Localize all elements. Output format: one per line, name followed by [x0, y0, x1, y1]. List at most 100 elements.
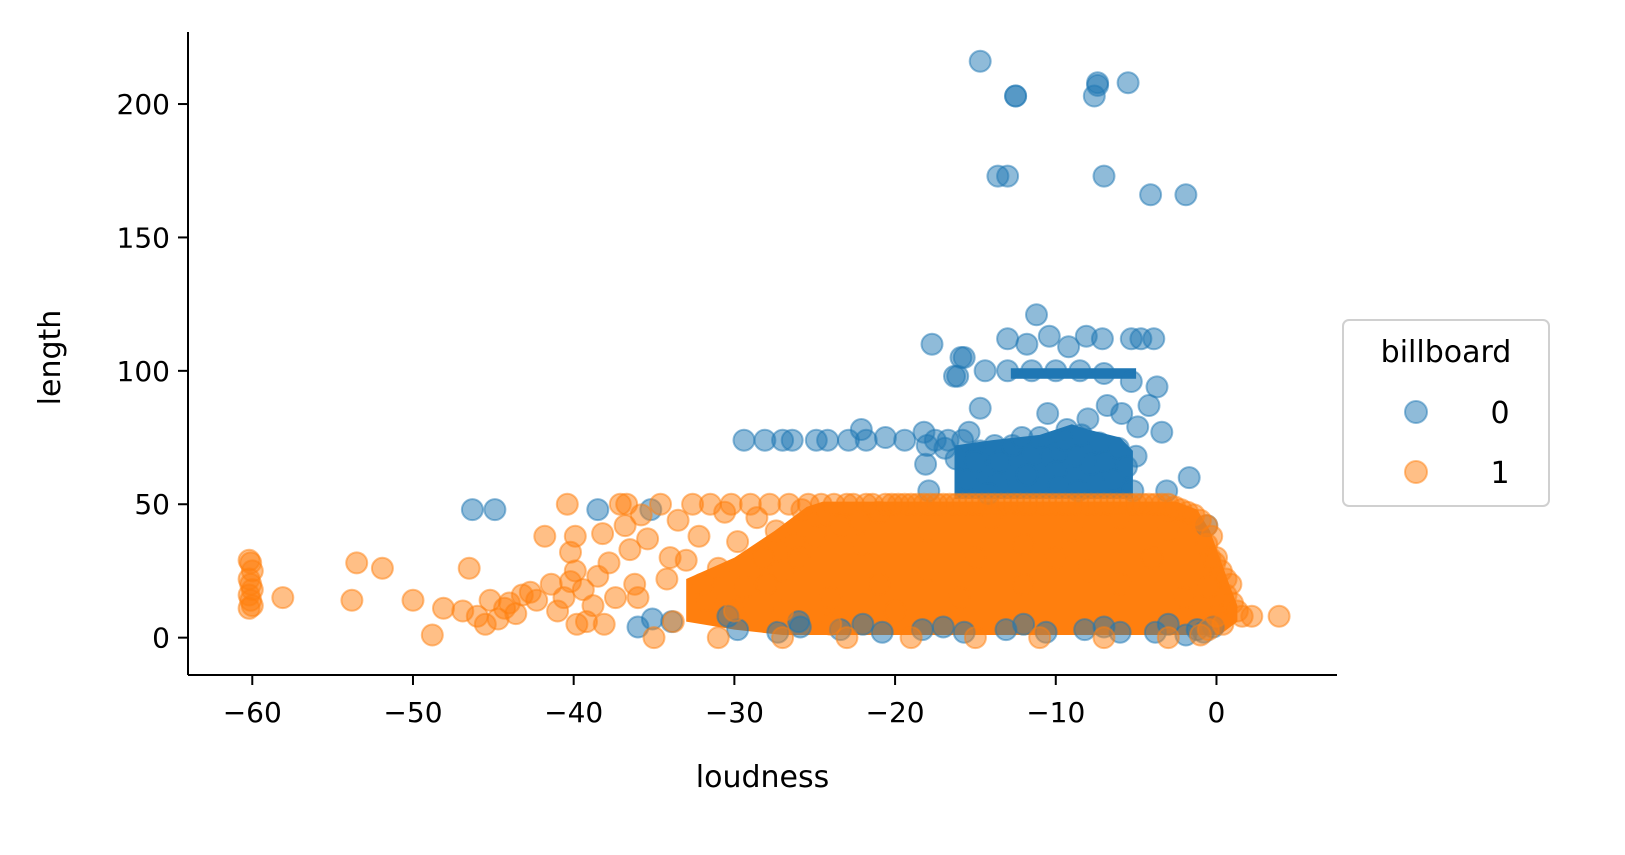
data-point	[835, 626, 859, 650]
data-point	[706, 626, 730, 650]
data-point	[915, 559, 939, 583]
data-point	[819, 586, 843, 610]
legend-items: 01	[1404, 396, 1510, 491]
data-point	[963, 626, 987, 650]
data-point	[1037, 324, 1061, 348]
data-point	[1015, 332, 1039, 356]
data-point	[1205, 546, 1228, 570]
data-point	[1086, 73, 1110, 97]
data-point	[771, 599, 795, 623]
legend-title: billboard	[1381, 335, 1512, 370]
data-point	[1267, 604, 1291, 628]
series-layer	[237, 49, 1291, 650]
data-point	[771, 626, 795, 650]
data-point	[525, 588, 549, 612]
data-point	[1137, 394, 1161, 417]
data-point	[1090, 327, 1114, 351]
data-point	[787, 546, 811, 570]
data-point	[780, 428, 804, 452]
data-point	[559, 540, 582, 564]
data-point	[1012, 612, 1036, 636]
series-0-points	[460, 49, 1225, 647]
data-point	[870, 620, 894, 644]
data-point	[1012, 572, 1036, 596]
data-point	[719, 492, 743, 516]
data-point	[914, 452, 938, 476]
data-point	[851, 612, 875, 636]
data-point	[968, 49, 992, 73]
data-point	[947, 586, 971, 610]
data-point	[963, 546, 987, 570]
data-point	[1177, 466, 1201, 490]
data-point	[1150, 420, 1174, 444]
data-point	[345, 551, 369, 575]
data-point	[626, 586, 650, 610]
data-point	[1004, 84, 1028, 108]
legend-marker	[1404, 460, 1428, 484]
y-axis-title: length	[33, 310, 68, 406]
data-point	[432, 596, 455, 620]
data-point	[883, 599, 907, 623]
data-point	[726, 530, 750, 554]
data-point	[420, 623, 444, 647]
data-point	[1057, 335, 1081, 359]
series-1-points	[237, 492, 1291, 650]
data-point	[944, 447, 968, 471]
data-point	[764, 519, 788, 543]
data-point	[1240, 604, 1264, 628]
data-point	[931, 615, 955, 639]
data-point	[237, 596, 261, 620]
x-ticks: −60 −50 −40 −30 −20 −10 0	[223, 675, 1225, 729]
data-point	[591, 522, 615, 546]
data-point	[604, 586, 627, 610]
data-point	[666, 508, 690, 532]
data-point	[1060, 519, 1084, 543]
data-point	[642, 626, 666, 650]
data-point	[483, 498, 507, 522]
x-tick-label: −30	[705, 696, 764, 729]
data-point	[1108, 572, 1132, 596]
data-point	[1106, 436, 1130, 460]
data-point	[1020, 359, 1044, 383]
data-point	[555, 492, 579, 516]
legend-frame	[1342, 319, 1550, 507]
data-point	[592, 612, 616, 636]
x-tick-label: −50	[383, 696, 442, 729]
legend: billboard 01	[1342, 319, 1550, 507]
data-point	[655, 567, 679, 591]
data-point	[1092, 362, 1116, 385]
data-point	[457, 556, 481, 580]
data-point	[819, 612, 843, 636]
data-point	[1073, 618, 1097, 642]
data-point	[533, 524, 557, 548]
data-point	[597, 551, 621, 575]
x-tick-label: −10	[1026, 696, 1085, 729]
data-point	[618, 538, 642, 562]
data-point	[1174, 183, 1198, 207]
data-point	[955, 468, 979, 492]
data-point	[1068, 359, 1092, 383]
data-point	[1028, 426, 1052, 449]
data-point	[687, 524, 711, 548]
y-tick-label: 0	[152, 622, 170, 655]
data-point	[968, 396, 992, 420]
data-point	[996, 359, 1020, 383]
data-point	[661, 610, 685, 634]
data-point	[1196, 575, 1220, 599]
data-point	[996, 164, 1020, 188]
data-point	[658, 546, 682, 570]
y-tick-label: 200	[117, 88, 170, 121]
data-point	[1028, 626, 1052, 650]
data-point	[893, 428, 917, 452]
data-point	[867, 572, 891, 596]
data-point	[849, 418, 873, 441]
data-point	[973, 359, 997, 383]
data-point	[1044, 359, 1068, 383]
data-point	[851, 532, 875, 556]
data-point	[1172, 586, 1196, 610]
data-point	[732, 575, 756, 599]
data-point	[1139, 183, 1163, 207]
data-point	[649, 492, 672, 516]
data-point	[1140, 546, 1164, 570]
data-point	[899, 626, 923, 650]
